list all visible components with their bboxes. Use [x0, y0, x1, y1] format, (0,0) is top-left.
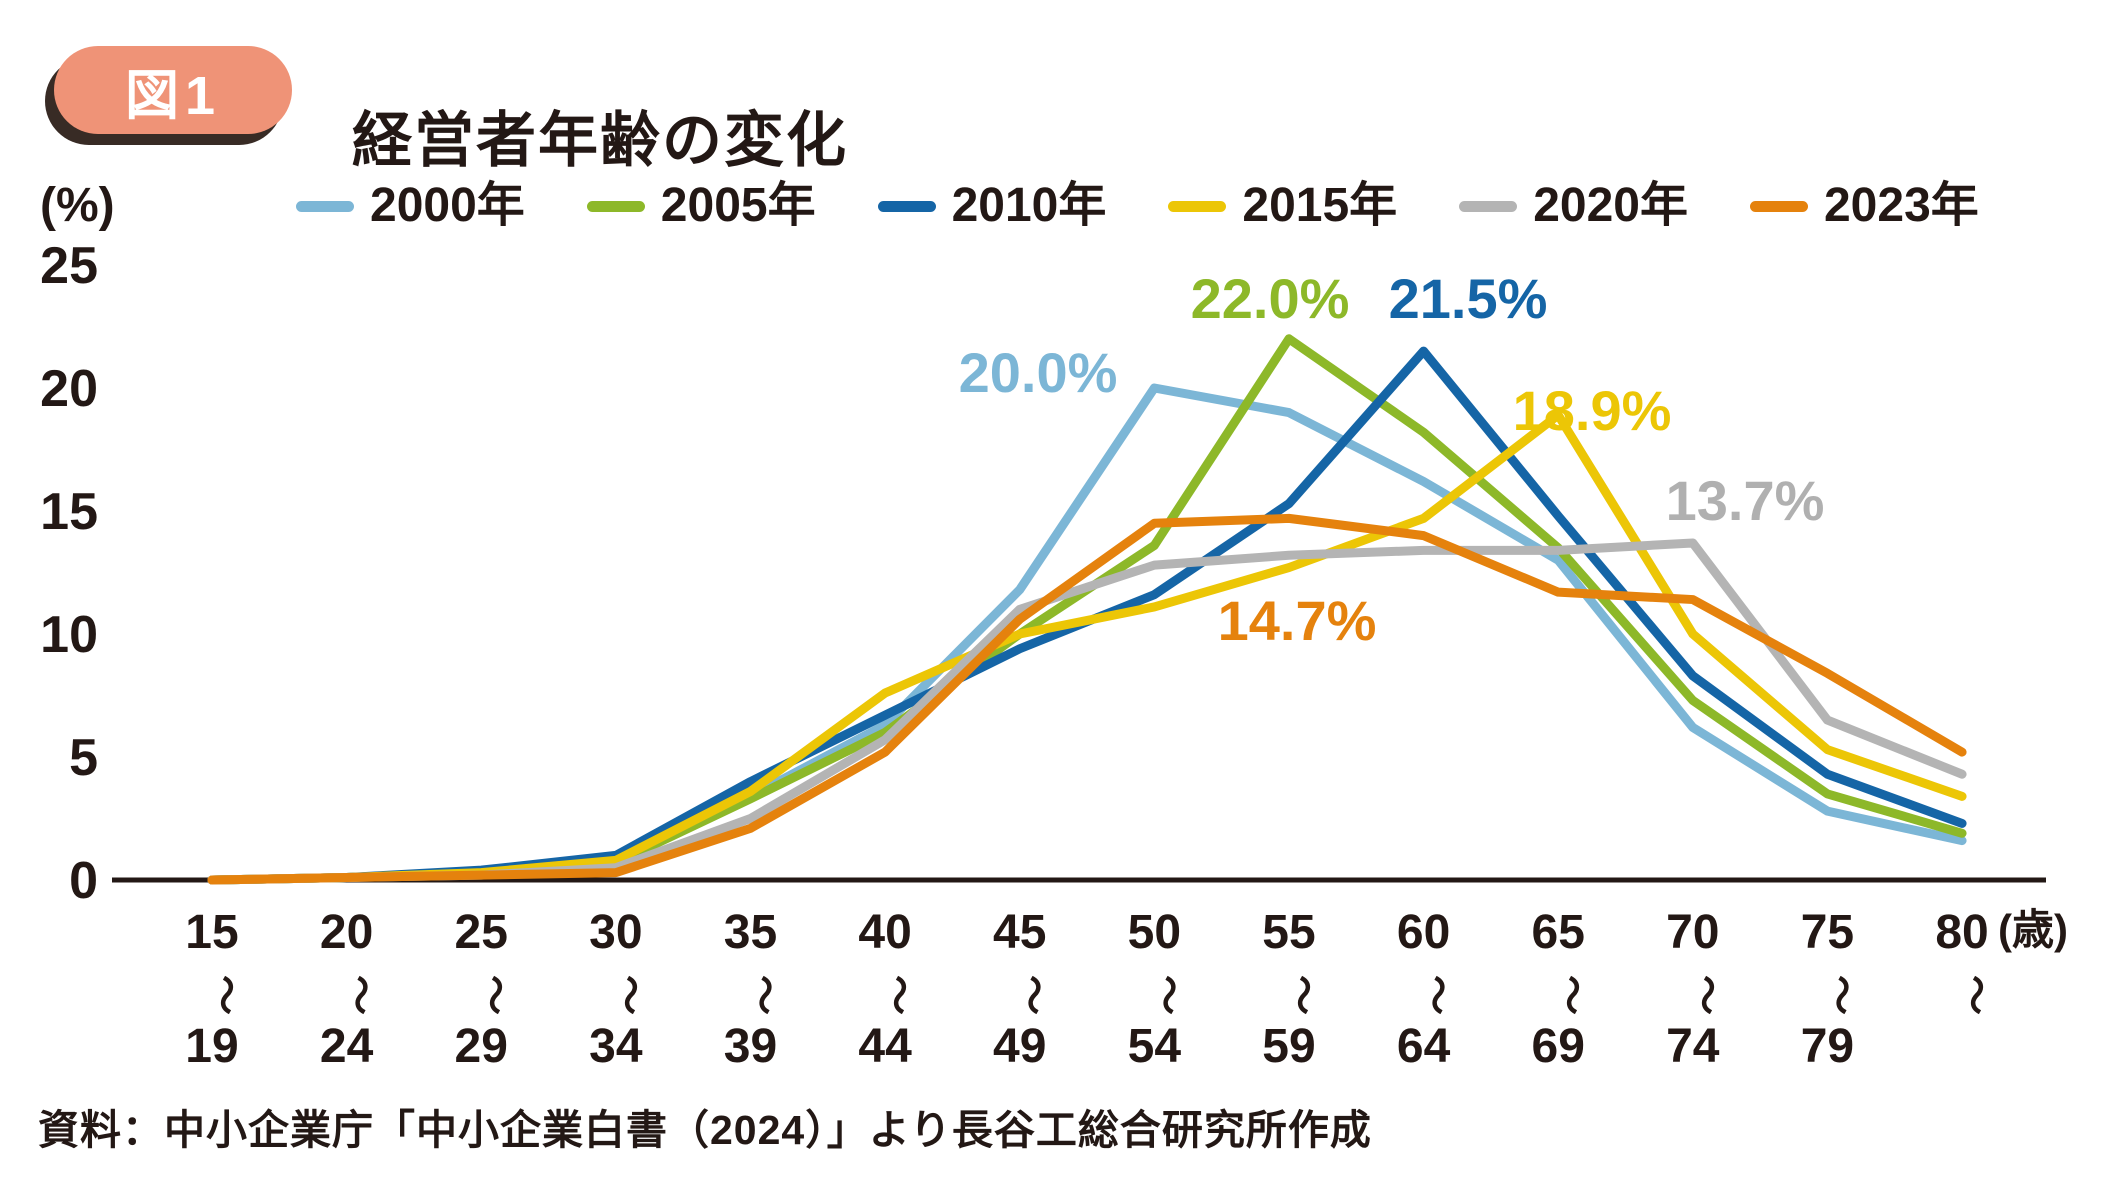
- x-tick-label-from: 75: [1801, 906, 1854, 959]
- legend-label: 2000年: [370, 179, 525, 232]
- legend-swatch-icon: [1168, 200, 1227, 212]
- x-tick-label-to: 24: [320, 1020, 374, 1073]
- x-tick-label-from: 80: [1935, 906, 1988, 959]
- legend-item-2000年: 2000年: [296, 182, 525, 230]
- x-tick-range-symbol: 〜: [1145, 975, 1189, 1015]
- x-tick-label-from: 20: [320, 906, 373, 959]
- legend-item-2015年: 2015年: [1168, 182, 1397, 230]
- x-tick-label-to: 19: [185, 1020, 238, 1073]
- y-tick-label: 0: [69, 852, 98, 910]
- x-tick-range-symbol: 〜: [1415, 975, 1459, 1015]
- x-tick-range-symbol: 〜: [1011, 975, 1055, 1015]
- peak-value-label-2000年: 20.0%: [959, 341, 1118, 404]
- x-tick-label-to: 69: [1532, 1020, 1585, 1073]
- x-tick-label-to: 79: [1801, 1020, 1854, 1073]
- peak-value-label-2005年: 22.0%: [1191, 267, 1350, 330]
- legend-swatch-icon: [586, 200, 645, 212]
- x-tick-label-to: 39: [724, 1020, 777, 1073]
- x-tick-label-to: 54: [1128, 1020, 1182, 1073]
- x-tick-label-to: 74: [1666, 1020, 1720, 1073]
- x-tick-label-from: 45: [993, 906, 1046, 959]
- y-axis-unit-label: (%): [40, 179, 115, 232]
- x-tick-label-from: 35: [724, 906, 777, 959]
- peak-value-label-2020年: 13.7%: [1666, 469, 1825, 532]
- x-tick-label-from: 60: [1397, 906, 1450, 959]
- source-note: 資料：中小企業庁「中小企業白書（2024）」より長谷工総合研究所作成: [38, 1107, 1372, 1153]
- x-tick-label-from: 65: [1532, 906, 1585, 959]
- x-tick-range-symbol: 〜: [1953, 975, 1997, 1015]
- x-tick-label-from: 15: [185, 906, 238, 959]
- peak-value-label-2010年: 21.5%: [1389, 267, 1548, 330]
- y-tick-label: 10: [40, 606, 98, 664]
- legend-swatch-icon: [296, 200, 354, 212]
- legend-label: 2010年: [951, 179, 1107, 232]
- x-tick-range-symbol: 〜: [1549, 975, 1593, 1015]
- y-tick-label: 5: [69, 729, 98, 787]
- x-tick-label-from: 30: [589, 906, 642, 959]
- series-line-2005年: [207, 334, 1967, 885]
- legend-item-2023年: 2023年: [1749, 179, 1979, 232]
- x-tick-label-to: 29: [455, 1020, 508, 1073]
- x-tick-label-from: 70: [1666, 906, 1719, 959]
- figure-number-label: 図1: [124, 65, 222, 126]
- x-tick-range-symbol: 〜: [1818, 975, 1862, 1015]
- legend-item-2010年: 2010年: [877, 179, 1107, 232]
- x-tick-label-to: 44: [858, 1020, 912, 1073]
- x-tick-range-symbol: 〜: [607, 975, 651, 1015]
- x-tick-label-from: 55: [1262, 906, 1315, 959]
- x-tick-label-from: 40: [858, 906, 911, 959]
- y-tick-label: 20: [40, 360, 98, 418]
- legend-swatch-icon: [1459, 200, 1518, 212]
- x-tick-range-symbol: 〜: [1684, 975, 1728, 1015]
- page-title: 経営者年齢の変化: [352, 107, 848, 175]
- x-tick-range-symbol: 〜: [876, 975, 920, 1015]
- x-tick-label-to: 59: [1262, 1020, 1315, 1073]
- legend-label: 2020年: [1533, 179, 1688, 232]
- legend-item-2020年: 2020年: [1459, 182, 1688, 230]
- chart-legend: 2000年 2005年 2010年 2015年 2020年 2023年: [296, 182, 1979, 230]
- x-tick-range-symbol: 〜: [203, 975, 247, 1015]
- x-axis-unit-label: (歳): [1998, 906, 2068, 953]
- legend-label: 2023年: [1823, 179, 1979, 232]
- series-line-2023年: [207, 513, 1967, 885]
- x-tick-range-symbol: 〜: [472, 975, 516, 1015]
- figure-number-badge: 図1: [54, 46, 292, 134]
- x-tick-label-to: 49: [993, 1020, 1046, 1073]
- legend-label: 2015年: [1242, 179, 1398, 232]
- x-tick-range-symbol: 〜: [338, 975, 382, 1015]
- peak-value-label-2015年: 18.9%: [1513, 379, 1672, 442]
- series-line-2010年: [207, 346, 1967, 885]
- x-tick-label-from: 25: [455, 906, 508, 959]
- y-tick-label: 15: [40, 483, 98, 541]
- legend-swatch-icon: [877, 200, 936, 212]
- legend-item-2005年: 2005年: [586, 179, 816, 232]
- x-tick-label-from: 50: [1128, 906, 1181, 959]
- x-tick-label-to: 34: [589, 1020, 643, 1073]
- x-tick-label-to: 64: [1397, 1020, 1451, 1073]
- x-tick-range-symbol: 〜: [1280, 975, 1324, 1015]
- x-tick-range-symbol: 〜: [741, 975, 785, 1015]
- y-tick-label: 25: [40, 237, 98, 295]
- peak-value-label-2023年: 14.7%: [1218, 589, 1377, 652]
- legend-swatch-icon: [1749, 200, 1808, 212]
- legend-label: 2005年: [660, 179, 816, 232]
